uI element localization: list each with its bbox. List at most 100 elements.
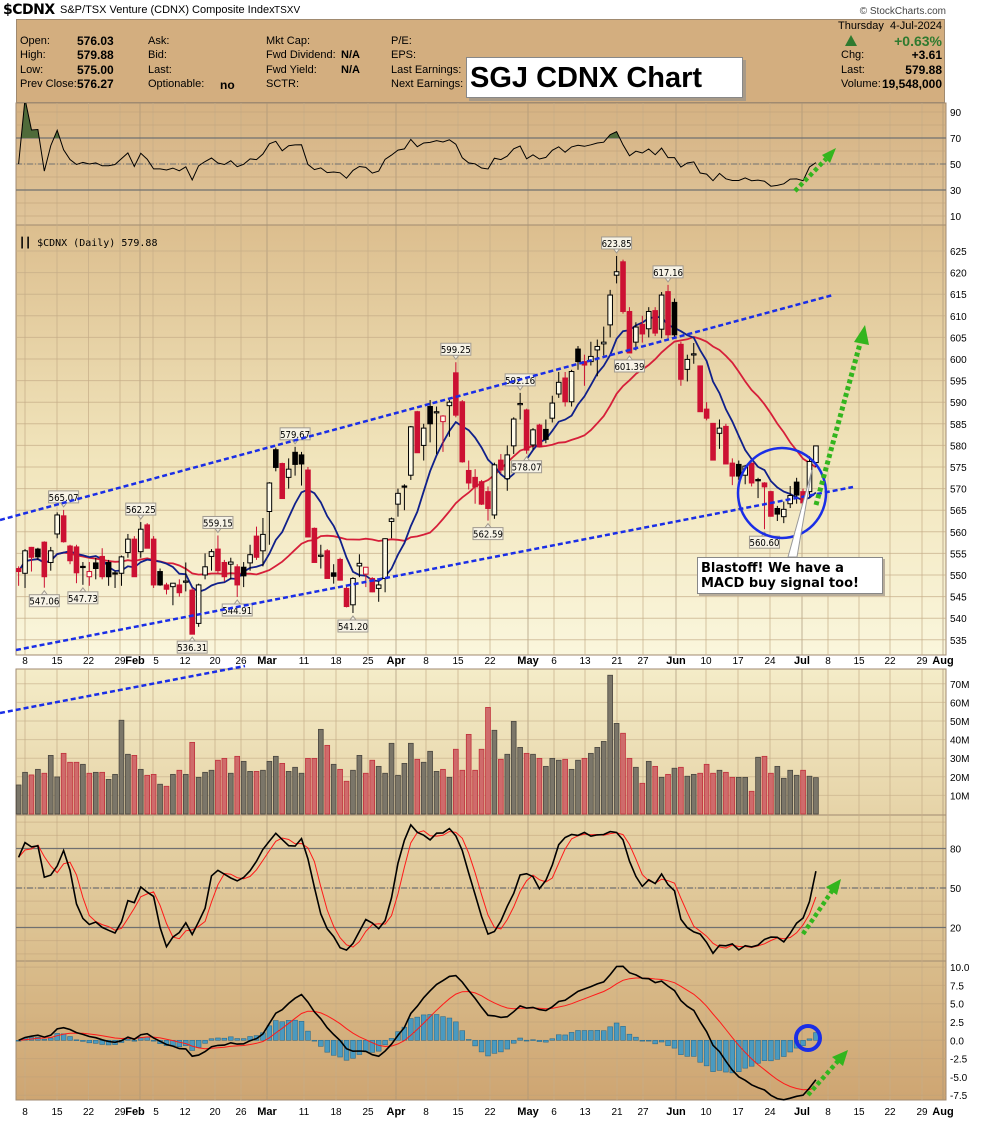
x-tick-label: 29 bbox=[916, 1107, 928, 1118]
macd-histogram-bar bbox=[433, 1014, 440, 1041]
candle-body bbox=[446, 401, 453, 407]
price-tick-label: 595 bbox=[950, 377, 967, 388]
volume-bar bbox=[568, 768, 575, 815]
price-label: 559.15 bbox=[202, 515, 234, 534]
price-tick-label: 555 bbox=[950, 549, 967, 560]
fwd-dividend-label: Fwd Dividend: bbox=[266, 49, 336, 61]
candlestick bbox=[189, 587, 196, 635]
x-tick-label: 22 bbox=[884, 656, 896, 667]
price-label-text: 565.07 bbox=[49, 493, 79, 504]
volume-bar bbox=[35, 768, 41, 815]
candle-body bbox=[420, 427, 427, 446]
highlight-circle-price bbox=[736, 446, 828, 540]
candlestick bbox=[67, 544, 73, 565]
candlestick bbox=[459, 400, 466, 463]
candlestick bbox=[356, 554, 363, 578]
x-tick-label: 27 bbox=[637, 656, 649, 667]
chg-label: Chg: bbox=[841, 49, 865, 61]
volume-bar bbox=[594, 747, 601, 815]
candle-body bbox=[735, 463, 742, 477]
volume-bar bbox=[755, 756, 761, 815]
candle-body bbox=[549, 402, 556, 419]
candle-body bbox=[73, 546, 80, 574]
candle-body bbox=[613, 271, 620, 276]
volume-bar bbox=[363, 772, 369, 815]
macd-histogram-bar bbox=[343, 1040, 350, 1061]
macd-histogram-bar bbox=[691, 1040, 697, 1057]
candlestick bbox=[208, 549, 215, 571]
volume-bar bbox=[652, 765, 658, 815]
candle-body bbox=[202, 566, 208, 576]
volume-bar bbox=[536, 757, 543, 815]
macd-histogram-bar bbox=[240, 1038, 247, 1041]
candle-body bbox=[35, 548, 41, 558]
macd-histogram-bar bbox=[588, 1030, 594, 1041]
candlestick bbox=[305, 467, 311, 538]
macd-histogram-bar bbox=[86, 1040, 93, 1044]
macd-histogram-bar bbox=[703, 1040, 710, 1067]
price-label-text: 559.15 bbox=[203, 518, 233, 529]
candle-body bbox=[92, 562, 99, 570]
macd-histogram-bar bbox=[459, 1030, 465, 1041]
volume-bar bbox=[305, 757, 311, 815]
candlestick bbox=[613, 255, 620, 284]
x-tick-label: 22 bbox=[83, 1107, 95, 1118]
macd-histogram-bar bbox=[292, 1019, 298, 1041]
candle-body bbox=[652, 310, 658, 334]
macd-histogram-bar bbox=[330, 1040, 337, 1056]
candlestick bbox=[388, 517, 395, 539]
volume-bar bbox=[60, 752, 67, 815]
volume-bar bbox=[105, 779, 112, 815]
macd-histogram-bar bbox=[575, 1030, 581, 1041]
candle-body bbox=[543, 428, 549, 440]
volume-value: 19,548,000 bbox=[881, 77, 942, 91]
chg-value: +3.61 bbox=[911, 48, 942, 62]
volume-bar bbox=[780, 777, 787, 815]
candle-body bbox=[703, 408, 710, 419]
price-label: 601.39 bbox=[613, 355, 645, 373]
symbol-name: S&P/TSX Venture (CDNX) Composite Index bbox=[60, 4, 275, 16]
candlestick bbox=[697, 365, 703, 413]
candlestick bbox=[401, 484, 408, 511]
volume-bar bbox=[22, 771, 28, 815]
candlestick bbox=[729, 458, 736, 486]
price-tick-label: 570 bbox=[950, 485, 967, 496]
rsi-line bbox=[18, 98, 817, 187]
price-label-box bbox=[125, 502, 157, 516]
x-tick-label: 12 bbox=[179, 656, 191, 667]
x-tick-label: 22 bbox=[884, 1107, 896, 1118]
volume-bar bbox=[697, 772, 703, 815]
x-tick-label: 13 bbox=[579, 656, 591, 667]
candlestick bbox=[472, 469, 478, 504]
macd-histogram-bar bbox=[446, 1017, 453, 1041]
macd-histogram-bar bbox=[787, 1040, 793, 1053]
candlestick bbox=[54, 512, 60, 539]
candlestick bbox=[131, 536, 138, 578]
price-label-text: 592.16 bbox=[505, 376, 535, 387]
candlestick-legend-icon: ┃┃ bbox=[19, 238, 38, 249]
volume-bar bbox=[408, 742, 414, 815]
volume-bar bbox=[793, 774, 800, 815]
volume-bar bbox=[420, 761, 427, 815]
x-tick-label: 8 bbox=[22, 1107, 28, 1118]
candle-body bbox=[453, 372, 459, 416]
macd-tick-label: 5.0 bbox=[950, 1000, 964, 1011]
price-label: 562.25 bbox=[125, 502, 157, 520]
candle-body bbox=[433, 411, 440, 414]
volume-bar bbox=[253, 771, 260, 815]
candlestick bbox=[150, 536, 157, 588]
price-label-text: 599.25 bbox=[441, 345, 471, 356]
x-tick-label: 15 bbox=[452, 1107, 464, 1118]
volume-bar bbox=[260, 769, 266, 815]
volume-series bbox=[15, 674, 819, 815]
candle-body bbox=[536, 424, 543, 448]
x-tick-label: 15 bbox=[853, 1107, 865, 1118]
candlestick bbox=[774, 505, 781, 521]
price-legend: ┃┃ $CDNX (Daily) 579.88 bbox=[19, 238, 157, 249]
x-tick-label: 11 bbox=[299, 1107, 310, 1118]
volume-bar bbox=[658, 776, 665, 815]
macd-histogram-bar bbox=[710, 1040, 716, 1072]
price-label: 599.25 bbox=[440, 342, 472, 361]
lower-channel-trendline-price bbox=[15, 485, 854, 652]
candle-body bbox=[170, 582, 176, 588]
